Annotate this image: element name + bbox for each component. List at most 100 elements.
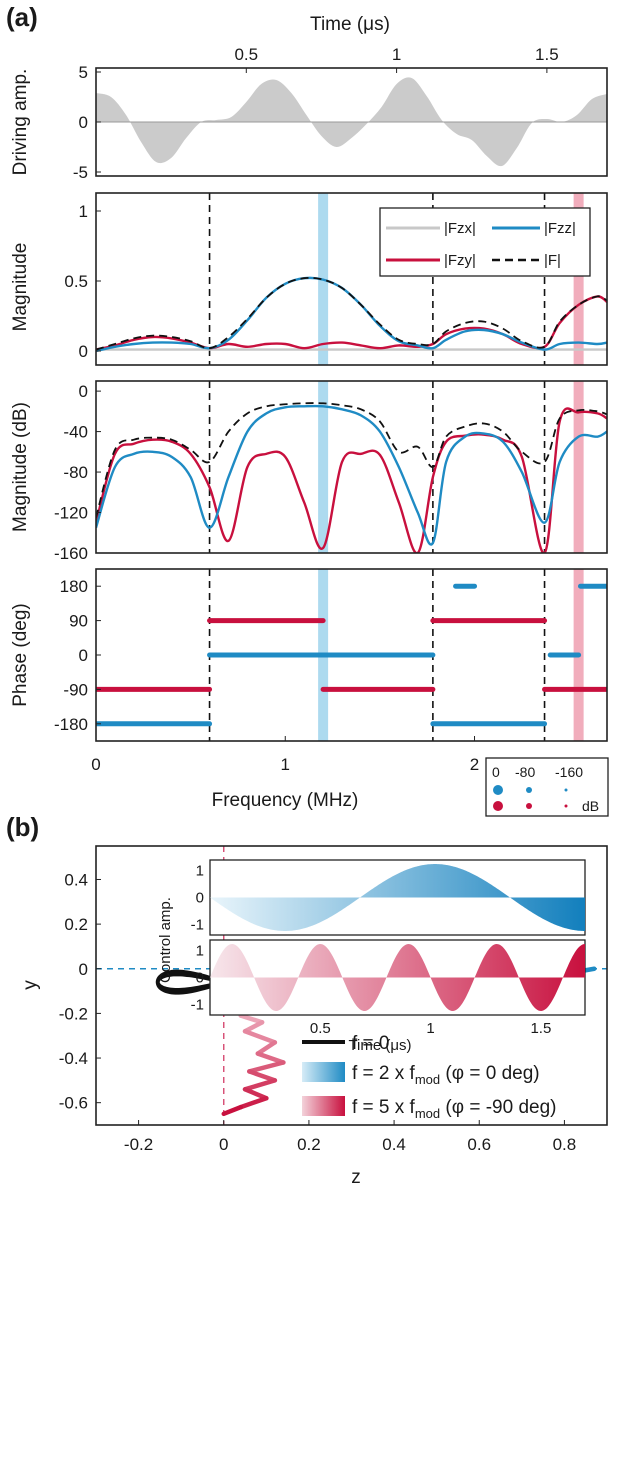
legend-f2-suffix: (φ = 0 deg) (440, 1063, 539, 1084)
magnitude-tick-label: 0.5 (64, 272, 88, 291)
trajectory-legend: f = 0 f = 2 x fmod (φ = 0 deg) f = 5 x f… (302, 1033, 557, 1121)
time-tick-label: 0.5 (234, 45, 258, 64)
driving-tick-label: 5 (79, 63, 88, 82)
trajectory-ylabel: y (20, 980, 41, 990)
magnitude-tick-label: 0 (79, 342, 88, 361)
frequency-tick-label: 0 (91, 755, 100, 774)
trajectory-f5 (255, 1051, 286, 1065)
db-series-fzz (96, 404, 607, 546)
legend-swatch-f5 (302, 1096, 345, 1116)
series-lines (96, 402, 607, 553)
trajectory-f5 (242, 1087, 269, 1101)
inset-y-tick-label: 1 (196, 863, 204, 880)
trajectory-f5 (255, 1040, 278, 1056)
size-legend-0: 0 (492, 764, 500, 780)
phase-tick-label: -180 (54, 715, 88, 734)
legend-f2-sub: mod (415, 1072, 440, 1087)
size-dot-blue-large (493, 785, 503, 795)
trajectory-f5 (238, 1013, 265, 1025)
dashed-markers (208, 381, 546, 553)
size-legend-160: -160 (555, 764, 583, 780)
panel-driving-amplitude: Time (μs) 0.5 1 1.5 5 0 -5 Driving amp. (10, 14, 608, 182)
driving-tick-label: -5 (73, 163, 88, 182)
inset-y-tick-label: 0 (196, 970, 204, 987)
y-ticks: 10.50 (64, 202, 101, 361)
panel-label-b: (b) (6, 812, 39, 842)
inset-y-tick-label: 1 (196, 943, 204, 960)
magnitude-db-tick-label: -40 (63, 423, 88, 442)
frequency-tick-label: 1 (281, 755, 290, 774)
magnitude-tick-label: 1 (79, 202, 88, 221)
z-tick-label: 0.8 (553, 1135, 577, 1154)
size-legend-80: -80 (515, 764, 535, 780)
db-series-fzy (96, 407, 607, 553)
z-tick-label: 0 (219, 1135, 228, 1154)
magnitude-db-tick-label: 0 (79, 382, 88, 401)
trajectory-y-tick-label: 0.4 (64, 870, 88, 889)
legend-swatch-f2 (302, 1062, 345, 1082)
driving-amp-ylabel: Driving amp. (10, 69, 31, 176)
trajectory-f5 (238, 1095, 269, 1110)
legend-f2-main: f = 2 x f (352, 1063, 416, 1084)
phase-tick-label: 90 (69, 612, 88, 631)
phase-ylabel: Phase (deg) (10, 603, 31, 707)
panel-trajectory: 0.40.20-0.2-0.4-0.6 -0.2 0 0.2 0.4 0.6 0.8 y … (20, 845, 608, 1188)
legend-f0: f = 0 (352, 1033, 390, 1054)
axes-frame (95, 380, 608, 554)
trajectory-y-tick-label: 0.2 (64, 915, 88, 934)
magnitude-ylabel: Magnitude (10, 243, 31, 332)
size-legend: 0 -80 -160 dB (485, 757, 609, 817)
inset-x-ticks: 0.5 1 1.5 (310, 1020, 551, 1037)
inset-control-amplitude: 1 0 -1 1 0 -1 0.5 1 1.5 Control amp. Time (μs) (157, 859, 586, 1054)
size-dot-red-large (493, 801, 503, 811)
y-ticks: 180 90 0 -90 -180 (54, 577, 101, 734)
inset-y-tick-label: -1 (191, 916, 204, 933)
time-tick-label: 1.5 (535, 45, 559, 64)
series-lines (96, 276, 607, 353)
magnitude-db-ylabel: Magnitude (dB) (10, 402, 31, 532)
legend-box (379, 207, 591, 277)
inset-x-tick-label: 1 (426, 1020, 434, 1037)
z-tick-label: 0.6 (467, 1135, 491, 1154)
series-f (96, 276, 607, 351)
y-ticks: 0 -40 -80 -120 -160 (54, 382, 101, 563)
legend-fzx: |Fzx| (444, 220, 476, 237)
y-ticks: 5 0 -5 (73, 63, 101, 182)
trajectory-f5 (242, 1020, 265, 1034)
trajectory-f5 (247, 1069, 278, 1083)
axes-frame (95, 845, 608, 1126)
frequency-xlabel: Frequency (MHz) (212, 790, 359, 811)
magnitude-db-tick-label: -80 (63, 463, 88, 482)
trajectory-f5 (247, 1060, 286, 1074)
time-tick-label: 1 (392, 45, 401, 64)
panel-label-a: (a) (6, 2, 38, 32)
legend-f5-main: f = 5 x f (352, 1097, 416, 1118)
panel-magnitude-db: 0 -40 -80 -120 -160 Magnitude (dB) (10, 380, 608, 563)
size-dot-blue-mid (526, 787, 532, 793)
legend-f: |F| (544, 252, 561, 269)
panel-magnitude-linear: 10.50 Magnitude |Fzx| |Fzz| |Fzy| |F| (10, 192, 608, 366)
trajectory-y-tick-label: -0.2 (59, 1004, 88, 1023)
inset-x-tick-label: 1.5 (530, 1020, 551, 1037)
legend-f5-sub: mod (415, 1106, 440, 1121)
size-dot-red-small (564, 804, 568, 808)
trajectory-y-tick-label: -0.6 (59, 1094, 88, 1113)
inset-blue-area (210, 864, 585, 931)
size-legend-unit: dB (582, 798, 599, 814)
inset-red-area (210, 944, 585, 1011)
x-ticks: -0.2 0 0.2 0.4 0.6 0.8 (124, 1120, 576, 1154)
inset-xlabel: Time (μs) (348, 1037, 411, 1054)
z-tick-label: 0.2 (297, 1135, 321, 1154)
inset-y-tick-label: 0 (196, 890, 204, 907)
size-legend-box (485, 757, 609, 817)
legend-fzy: |Fzy| (444, 252, 476, 269)
magnitude-db-tick-label: -160 (54, 544, 88, 563)
x-ticks: 0 1 2 (91, 736, 479, 774)
inset-y-tick-label: -1 (191, 996, 204, 1013)
legend-f5-suffix: (φ = -90 deg) (440, 1097, 556, 1118)
size-dot-blue-small (564, 788, 568, 792)
trajectory-y-tick-label: 0 (79, 960, 88, 979)
trajectory-xlabel: z (351, 1167, 361, 1188)
driving-tick-label: 0 (79, 113, 88, 132)
